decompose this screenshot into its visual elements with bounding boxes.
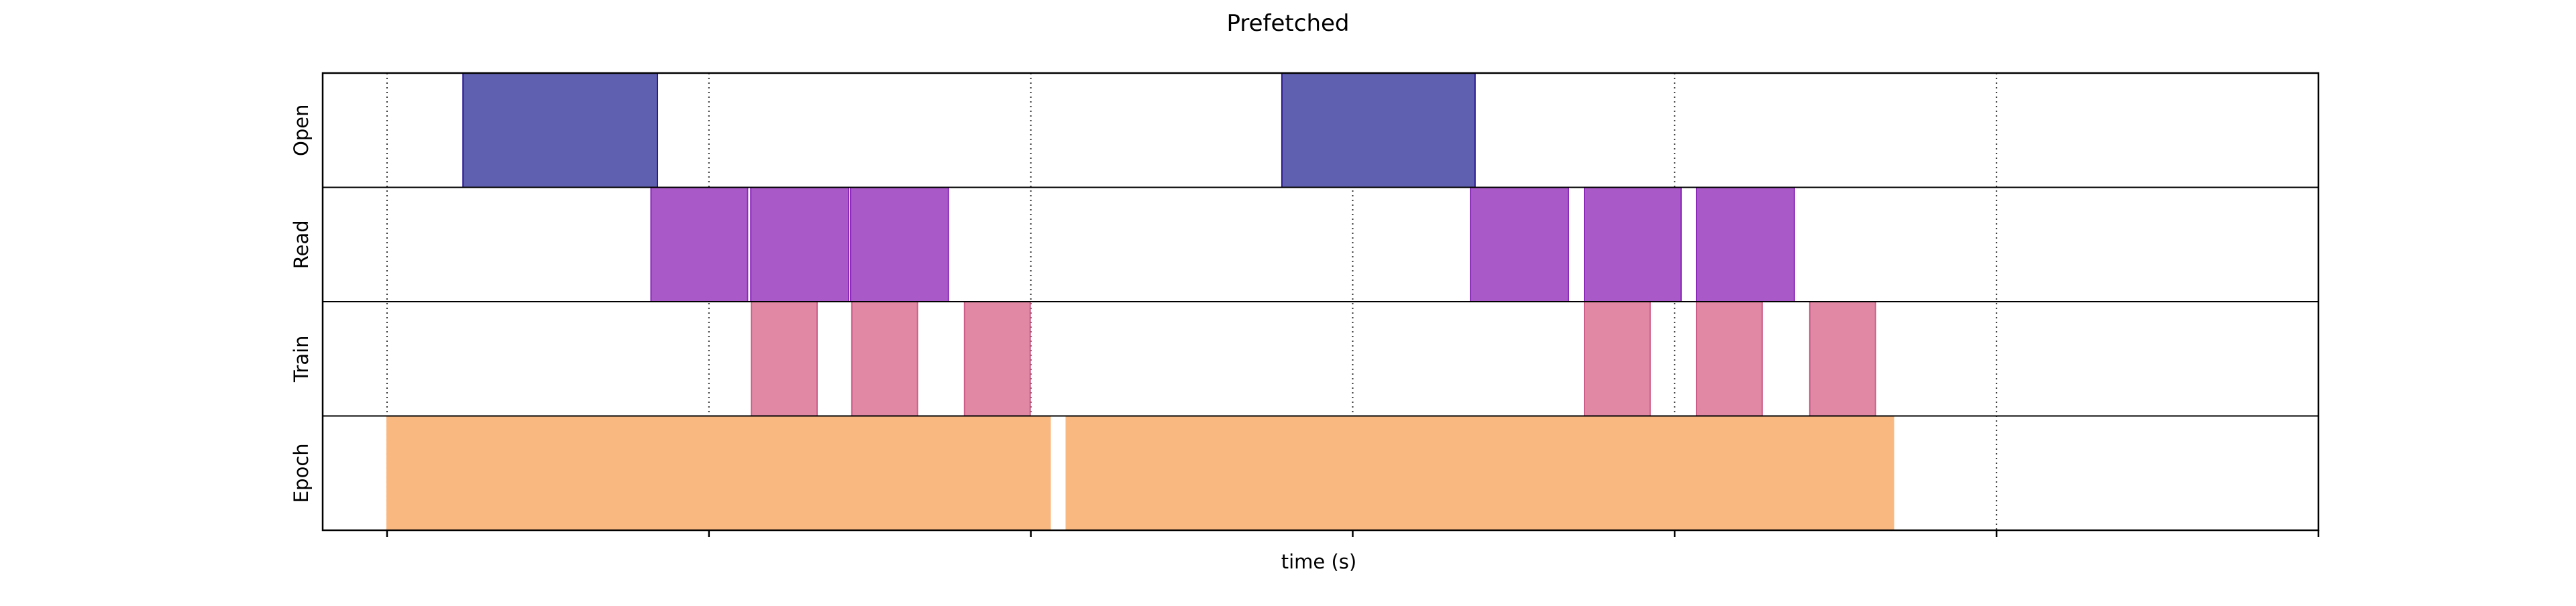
- train-bar-2: [963, 301, 1031, 417]
- row-labels: Open Read Train Epoch: [290, 105, 313, 503]
- train-bar-5: [1809, 301, 1876, 417]
- row-label-train: Train: [290, 335, 313, 383]
- open-bar-1: [1281, 72, 1476, 188]
- read-bar-1: [750, 186, 850, 302]
- read-bar-5: [1695, 186, 1795, 302]
- x-axis-label: time (s): [1281, 550, 1356, 573]
- bars-layer: [386, 72, 1894, 531]
- row-label-epoch: Epoch: [290, 443, 313, 503]
- epoch-bar-1: [1065, 415, 1894, 531]
- read-bar-2: [849, 186, 949, 302]
- read-bar-0: [650, 186, 749, 302]
- row-label-open: Open: [290, 105, 313, 156]
- read-bar-3: [1470, 186, 1569, 302]
- train-bar-3: [1583, 301, 1651, 417]
- train-bar-0: [751, 301, 818, 417]
- train-bar-1: [851, 301, 918, 417]
- open-bar-0: [462, 72, 659, 188]
- train-bar-4: [1695, 301, 1763, 417]
- plot-frame: [321, 72, 2320, 537]
- chart-title: Prefetched: [1226, 10, 1349, 37]
- read-bar-4: [1583, 186, 1682, 302]
- row-label-read: Read: [290, 220, 313, 269]
- epoch-bar-0: [386, 415, 1051, 531]
